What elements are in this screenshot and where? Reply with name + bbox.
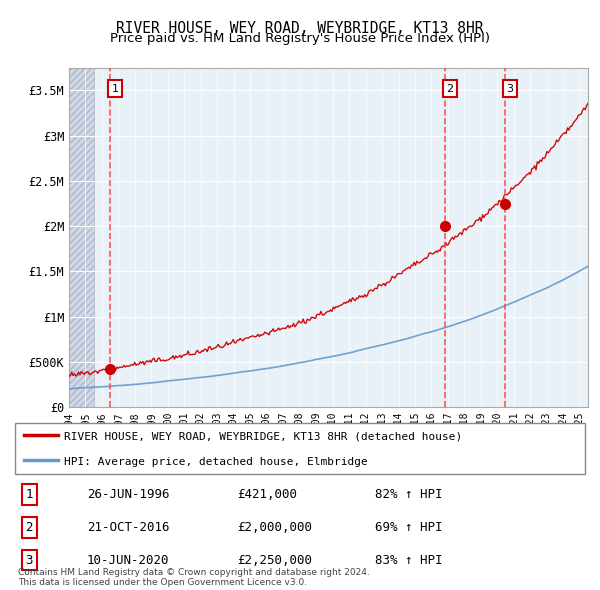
Text: RIVER HOUSE, WEY ROAD, WEYBRIDGE, KT13 8HR (detached house): RIVER HOUSE, WEY ROAD, WEYBRIDGE, KT13 8… <box>64 432 462 442</box>
Text: £2,000,000: £2,000,000 <box>236 521 311 534</box>
Text: 1: 1 <box>26 488 33 501</box>
Text: HPI: Average price, detached house, Elmbridge: HPI: Average price, detached house, Elmb… <box>64 457 368 467</box>
Text: 21-OCT-2016: 21-OCT-2016 <box>87 521 169 534</box>
FancyBboxPatch shape <box>15 423 585 474</box>
Bar <box>69 68 94 407</box>
Text: £421,000: £421,000 <box>236 488 296 501</box>
Text: 26-JUN-1996: 26-JUN-1996 <box>87 488 169 501</box>
Text: 2: 2 <box>446 84 454 94</box>
Text: 1: 1 <box>112 84 119 94</box>
Text: 3: 3 <box>506 84 513 94</box>
Text: 2: 2 <box>26 521 33 534</box>
Text: Price paid vs. HM Land Registry's House Price Index (HPI): Price paid vs. HM Land Registry's House … <box>110 32 490 45</box>
Text: 83% ↑ HPI: 83% ↑ HPI <box>375 553 442 566</box>
Text: £2,250,000: £2,250,000 <box>236 553 311 566</box>
Text: RIVER HOUSE, WEY ROAD, WEYBRIDGE, KT13 8HR: RIVER HOUSE, WEY ROAD, WEYBRIDGE, KT13 8… <box>116 21 484 35</box>
Text: Contains HM Land Registry data © Crown copyright and database right 2024.
This d: Contains HM Land Registry data © Crown c… <box>18 568 370 587</box>
Text: 69% ↑ HPI: 69% ↑ HPI <box>375 521 442 534</box>
Text: 10-JUN-2020: 10-JUN-2020 <box>87 553 169 566</box>
Text: 3: 3 <box>26 553 33 566</box>
Text: 82% ↑ HPI: 82% ↑ HPI <box>375 488 442 501</box>
